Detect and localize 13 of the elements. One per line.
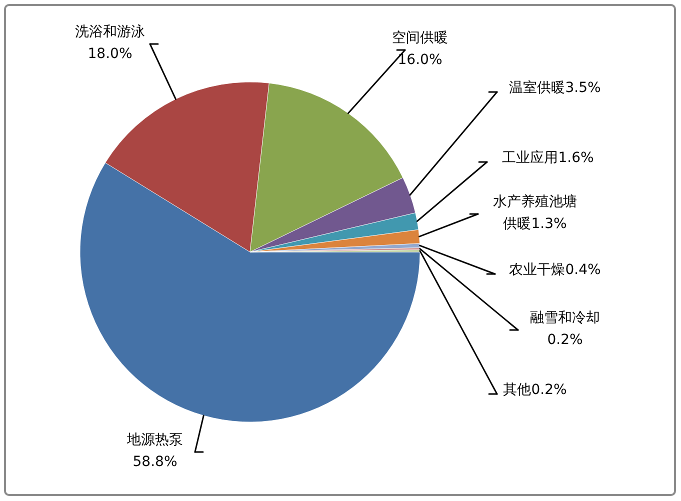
slice-label: 工业应用1.6% [502, 150, 594, 166]
slice-label: 其他0.2% [503, 382, 567, 398]
slice-label: 地源热泵 [126, 432, 183, 448]
data-label: 16.0% [398, 52, 442, 68]
slice-label: 农业干燥0.4% [509, 262, 601, 278]
slice-label: 洗浴和游泳 [75, 24, 145, 40]
data-label: 58.8% [132, 454, 178, 470]
data-label: 18.0% [88, 46, 132, 62]
data-label: 0.2% [547, 332, 583, 348]
slice-label: 温室供暖3.5% [509, 80, 601, 96]
slice-label: 水产养殖池塘供暖1.3% [493, 194, 577, 232]
slice-label: 融雪和冷却 [530, 310, 600, 326]
slice-label: 空间供暖 [392, 30, 448, 46]
